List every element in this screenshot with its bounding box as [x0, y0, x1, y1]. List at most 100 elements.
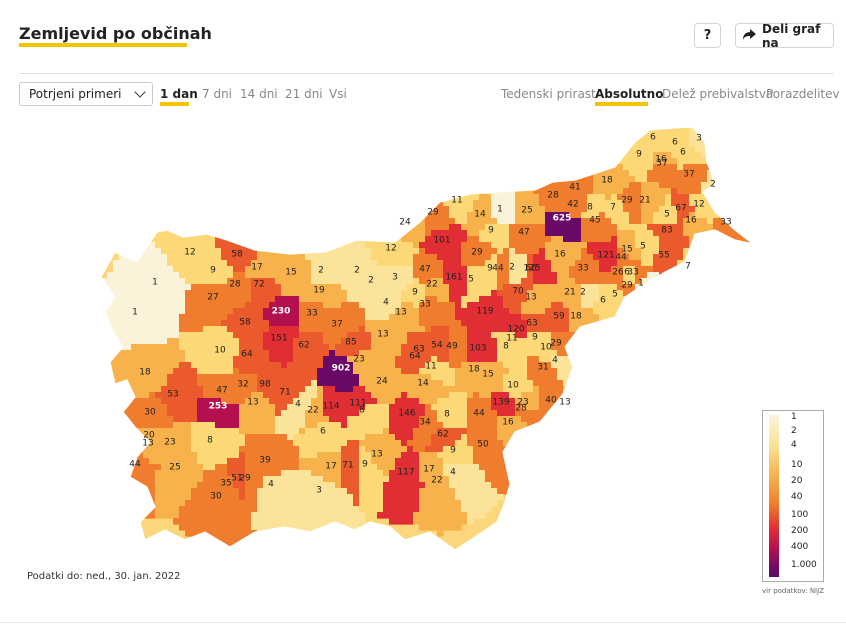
title-underline	[19, 43, 187, 47]
tab-7-dni[interactable]: 7 dni	[202, 87, 233, 101]
municipality-cell	[275, 410, 282, 417]
municipality-cell	[317, 326, 324, 333]
municipality-cell	[623, 332, 630, 339]
municipality-cell	[383, 302, 390, 309]
municipality-cell	[515, 434, 522, 441]
municipality-cell	[197, 338, 204, 345]
municipality-cell	[677, 236, 684, 243]
municipality-cell	[599, 230, 606, 237]
municipality-cell	[695, 242, 702, 249]
municipality-cell	[731, 176, 738, 183]
tab-1-dan[interactable]: 1 dan	[160, 87, 198, 101]
municipality-cell	[689, 218, 696, 225]
municipality-cell	[293, 368, 300, 375]
municipality-cell	[185, 320, 192, 327]
municipality-cell	[563, 218, 570, 225]
municipality-cell	[419, 200, 426, 207]
municipality-cell	[401, 290, 408, 297]
municipality-cell	[407, 350, 414, 357]
municipality-cell	[461, 236, 468, 243]
municipality-cell	[467, 338, 474, 345]
municipality-cell	[671, 194, 678, 201]
municipality-cell	[611, 284, 618, 291]
tab-absolutno[interactable]: Absolutno	[595, 87, 664, 101]
tab-delez-prebivalstva[interactable]: Delež prebivalstva	[662, 87, 774, 101]
municipality-cell	[539, 374, 546, 381]
municipality-cell	[719, 158, 726, 165]
municipality-cell	[191, 416, 198, 423]
municipality-cell	[287, 392, 294, 399]
municipality-cell	[173, 482, 180, 489]
municipality-cell	[365, 278, 372, 285]
municipality-cell	[593, 242, 600, 249]
municipality-cell	[503, 476, 510, 483]
municipality-cell	[317, 392, 324, 399]
municipality-cell	[251, 386, 258, 393]
municipality-cell	[155, 398, 162, 405]
municipality-cell	[725, 266, 732, 273]
tab-porazdelitev[interactable]: Porazdelitev	[766, 87, 840, 101]
municipality-cell	[605, 278, 612, 285]
municipality-cell	[437, 326, 444, 333]
municipality-cell	[323, 326, 330, 333]
municipality-cell	[647, 194, 654, 201]
municipality-cell	[551, 422, 558, 429]
municipality-cell	[299, 422, 306, 429]
municipality-cell	[581, 344, 588, 351]
municipality-map[interactable]: 1 1 12 9 58 17 15 2 2 3 2 12 24 29 11 14 1 25 28 41 18 6 6 3 9 16…	[95, 122, 760, 566]
municipality-cell	[383, 200, 390, 207]
municipality-cell	[413, 314, 420, 321]
tab-14-dni[interactable]: 14 dni	[240, 87, 278, 101]
municipality-cell	[521, 344, 528, 351]
municipality-cell	[257, 212, 264, 219]
municipality-cell	[647, 314, 654, 321]
tab-vsi[interactable]: Vsi	[329, 87, 347, 101]
tab-21-dni[interactable]: 21 dni	[285, 87, 323, 101]
municipality-cell	[575, 386, 582, 393]
municipality-cell	[395, 260, 402, 267]
municipality-cell	[323, 266, 330, 273]
municipality-cell	[641, 158, 648, 165]
municipality-cell	[191, 350, 198, 357]
municipality-cell	[173, 278, 180, 285]
help-button[interactable]: ?	[694, 23, 721, 48]
municipality-cell	[167, 386, 174, 393]
municipality-cell	[383, 284, 390, 291]
municipality-cell	[701, 158, 708, 165]
municipality-cell	[281, 392, 288, 399]
municipality-cell	[503, 200, 510, 207]
municipality-cell	[239, 440, 246, 447]
municipality-cell	[227, 212, 234, 219]
municipality-cell	[419, 326, 426, 333]
share-button[interactable]: Deli graf na	[735, 22, 834, 50]
municipality-cell	[365, 326, 372, 333]
municipality-cell	[629, 134, 636, 141]
municipality-cell	[617, 254, 624, 261]
municipality-cell	[713, 272, 720, 279]
municipality-cell	[179, 470, 186, 477]
municipality-cell	[311, 428, 318, 435]
municipality-cell	[509, 254, 516, 261]
municipality-cell	[755, 260, 760, 267]
municipality-cell	[221, 392, 228, 399]
municipality-cell	[425, 380, 432, 387]
municipality-cell	[185, 260, 192, 267]
municipality-cell	[527, 272, 534, 279]
municipality-cell	[269, 224, 276, 231]
tab-tedenski-prirast[interactable]: Tedenski prirast	[501, 87, 596, 101]
municipality-cell	[611, 230, 618, 237]
metric-select[interactable]: Potrjeni primeri	[19, 82, 153, 106]
municipality-cell	[377, 272, 384, 279]
municipality-cell	[299, 278, 306, 285]
municipality-cell	[389, 362, 396, 369]
municipality-cell	[389, 206, 396, 213]
municipality-cell	[323, 260, 330, 267]
municipality-cell	[287, 452, 294, 459]
municipality-cell	[419, 188, 426, 195]
municipality-cell	[101, 302, 108, 309]
municipality-cell	[473, 236, 480, 243]
municipality-cell	[275, 284, 282, 291]
municipality-cell	[491, 206, 498, 213]
municipality-cell	[245, 434, 252, 441]
